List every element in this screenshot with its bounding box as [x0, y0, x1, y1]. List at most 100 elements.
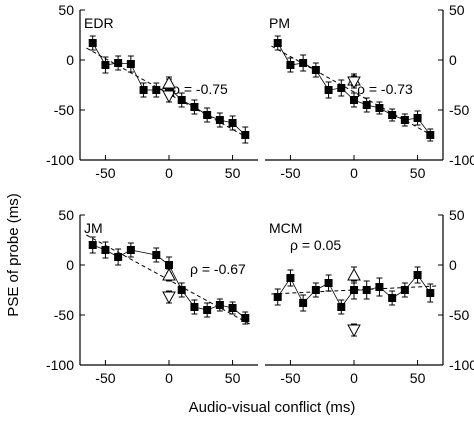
correlation-label: ρ = -0.73 [357, 81, 413, 97]
x-tick-label: 0 [350, 165, 358, 181]
data-point [324, 86, 333, 94]
data-point [350, 96, 358, 104]
data-point [337, 84, 346, 92]
x-tick-label: 50 [225, 370, 241, 386]
data-point [299, 299, 308, 307]
data-point [400, 286, 409, 294]
data-point [311, 66, 320, 74]
y-tick-label: -50 [449, 307, 469, 323]
data-point [139, 86, 148, 94]
data-point [190, 103, 199, 111]
y-axis-title: PSE of probe (ms) [5, 193, 22, 316]
y-tick-label: -100 [449, 152, 474, 168]
y-tick-label: 50 [58, 207, 74, 223]
data-point [337, 303, 346, 311]
y-tick-label: 50 [449, 207, 465, 223]
data-point [165, 261, 173, 269]
data-point [299, 59, 308, 67]
panel-label: PM [269, 15, 290, 31]
data-point [177, 96, 186, 104]
y-tick-label: 50 [449, 2, 465, 18]
data-point [203, 306, 212, 314]
y-tick-label: 0 [66, 52, 74, 68]
data-point [413, 271, 422, 279]
data-point [375, 283, 384, 291]
x-tick-label: -50 [95, 370, 115, 386]
y-tick-label: -100 [46, 357, 74, 373]
correlation-label: ρ = -0.67 [190, 261, 246, 277]
x-tick-label: 50 [410, 370, 426, 386]
data-point [388, 294, 397, 302]
x-tick-label: 0 [165, 165, 173, 181]
panel-edr: -50 0 50 50 0 -50 -100 EDR ρ = -0.75 [46, 2, 258, 181]
data-point [362, 286, 371, 294]
panel-label: MCM [269, 220, 302, 236]
data-point [350, 286, 358, 294]
correlation-label: ρ = 0.05 [290, 237, 341, 253]
triangle-down-point [162, 291, 176, 305]
data-point [215, 116, 224, 124]
data-point [426, 131, 435, 139]
y-tick-label: -50 [54, 102, 74, 118]
data-point [101, 246, 110, 254]
data-point [286, 61, 295, 69]
data-point [388, 111, 397, 119]
y-tick-label: -100 [46, 152, 74, 168]
data-point [241, 314, 250, 322]
data-point [228, 119, 237, 127]
y-tick-label: -50 [54, 307, 74, 323]
data-point [215, 301, 224, 309]
panel-pm: -50 0 50 50 0 -50 -100 PM ρ = -0.73 [265, 2, 474, 181]
fit-line [271, 45, 437, 139]
y-tick-label: 0 [66, 257, 74, 273]
x-tick-label: 0 [165, 370, 173, 386]
x-tick-label: -50 [280, 165, 300, 181]
x-tick-label: -50 [280, 370, 300, 386]
data-point [177, 286, 186, 294]
y-tick-label: 0 [449, 257, 457, 273]
data-point [126, 60, 135, 68]
data-point [114, 59, 123, 67]
x-tick-label: -50 [95, 165, 115, 181]
panel-label: JM [84, 220, 103, 236]
triangle-down-point [347, 324, 361, 338]
triangle-up-point [162, 267, 176, 281]
data-point [152, 86, 161, 94]
data-point [88, 241, 97, 249]
data-point [152, 251, 161, 259]
data-point [400, 116, 409, 124]
data-point [413, 114, 422, 122]
data-point [228, 304, 237, 312]
y-tick-label: -100 [449, 357, 474, 373]
y-tick-label: 0 [449, 52, 457, 68]
data-point [286, 274, 295, 282]
triangle-down-point [347, 76, 361, 90]
panel-jm: -50 0 50 50 0 -50 -100 JM ρ = -0.67 [46, 207, 258, 386]
data-point [241, 131, 250, 139]
data-point [324, 279, 333, 287]
x-tick-label: 50 [410, 165, 426, 181]
triangle-down-point [162, 90, 176, 104]
correlation-label: ρ = -0.75 [172, 81, 228, 97]
x-tick-label: 50 [225, 165, 241, 181]
x-axis-title: Audio-visual conflict (ms) [189, 399, 356, 416]
data-point [273, 293, 282, 301]
triangle-up-point [162, 75, 176, 89]
panel-label: EDR [84, 15, 114, 31]
y-tick-label: -50 [449, 102, 469, 118]
data-point [126, 246, 135, 254]
data-point [362, 101, 371, 109]
data-point [375, 104, 384, 112]
data-point [311, 286, 320, 294]
data-point [88, 39, 97, 47]
data-point [203, 111, 212, 119]
data-point [114, 253, 123, 261]
triangle-up-point [347, 267, 361, 281]
data-point [101, 61, 110, 69]
data-point [273, 39, 282, 47]
x-tick-label: 0 [350, 370, 358, 386]
data-point [426, 289, 435, 297]
